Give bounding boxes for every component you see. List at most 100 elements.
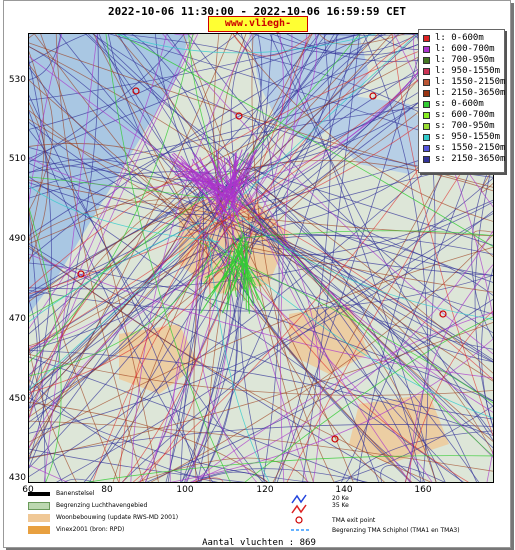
- site-label[interactable]: www.vliegh­inder.nl: [208, 16, 308, 43]
- time-range-title: 2022-10-06 11:30:00 - 2022-10-06 16:59:5…: [107, 5, 406, 18]
- flight-track: [29, 322, 493, 459]
- flight-track: [242, 34, 318, 211]
- flight-track: [29, 346, 77, 482]
- flight-track: [237, 230, 493, 239]
- flight-track: [185, 200, 232, 482]
- y-tick-510: 510: [8, 154, 26, 164]
- flight-track: [197, 232, 257, 482]
- flight-track: [29, 34, 88, 64]
- flight-track: [391, 34, 493, 437]
- flight-track: [29, 242, 213, 347]
- flight-track: [29, 253, 493, 379]
- flight-track: [246, 243, 250, 311]
- x-tick-60: 60: [22, 485, 34, 495]
- urban-area-4: [349, 394, 449, 464]
- flight-track: [29, 424, 493, 459]
- flight-track: [112, 34, 313, 482]
- flight-track: [29, 34, 463, 245]
- flight-track: [192, 477, 224, 482]
- flight-track: [199, 186, 239, 482]
- flight-track: [168, 155, 237, 203]
- flight-track: [174, 34, 198, 36]
- flight-track: [211, 239, 242, 308]
- flight-track: [29, 225, 208, 430]
- flight-track: [29, 208, 120, 482]
- flight-track: [216, 149, 258, 219]
- flight-track: [169, 197, 250, 482]
- flight-track: [236, 256, 386, 482]
- legend-swatch: [423, 68, 430, 75]
- tma-exit-point: [132, 87, 140, 95]
- flight-track: [98, 34, 229, 236]
- x-tick-120: 120: [256, 485, 274, 495]
- flight-track: [29, 378, 219, 482]
- legend-swatch: [423, 35, 430, 42]
- map-key: Banenstelsel Begrenzing Luchthavengebied…: [28, 487, 492, 537]
- flight-track: [118, 189, 239, 482]
- flight-track: [29, 176, 216, 200]
- flight-track: [212, 178, 236, 198]
- flight-track: [223, 182, 426, 482]
- legend-swatch: [423, 57, 430, 64]
- flight-track: [204, 34, 284, 237]
- flight-track: [231, 162, 252, 204]
- flight-track: [174, 174, 223, 187]
- flight-track: [180, 161, 242, 205]
- flight-track: [29, 206, 62, 482]
- legend-swatch: [423, 90, 430, 97]
- flight-track: [213, 34, 232, 236]
- flight-track: [230, 256, 254, 307]
- flight-track: [405, 310, 493, 482]
- flight-track: [206, 237, 422, 482]
- flight-track: [29, 243, 493, 420]
- tma-exit-icon: [295, 516, 303, 524]
- legend-swatch: [423, 156, 430, 163]
- flight-track: [56, 177, 493, 482]
- flight-track: [86, 455, 493, 482]
- flight-track: [235, 34, 293, 257]
- flight-track: [29, 197, 216, 241]
- flight-track: [29, 356, 365, 482]
- flight-track: [29, 34, 400, 396]
- flight-track: [29, 201, 493, 290]
- y-tick-530: 530: [8, 75, 26, 85]
- flight-track: [481, 267, 493, 429]
- flight-track: [139, 240, 211, 482]
- flight-track: [256, 34, 311, 179]
- flight-track: [226, 239, 241, 311]
- flight-track: [222, 249, 232, 280]
- flight-track: [29, 34, 466, 289]
- flight-track: [236, 234, 244, 276]
- flight-track: [92, 34, 493, 407]
- flight-track: [236, 196, 493, 457]
- altitude-legend: l: 0-600m l: 600-700m l: 700-950m l: 950…: [418, 29, 505, 173]
- flight-track: [29, 402, 269, 482]
- legend-swatch: [423, 145, 430, 152]
- flight-track: [244, 316, 493, 482]
- flight-track: [64, 478, 95, 482]
- y-tick-490: 490: [8, 234, 26, 244]
- flight-track: [29, 42, 493, 188]
- flight-track: [238, 234, 255, 304]
- flight-track: [236, 176, 478, 482]
- flight-track: [122, 231, 253, 482]
- flight-track: [29, 34, 167, 380]
- tma-exit-point: [235, 112, 243, 120]
- flight-track: [276, 34, 437, 482]
- flight-track: [232, 34, 313, 57]
- flight-track: [165, 190, 204, 482]
- tma-exit-point: [331, 435, 339, 443]
- flight-track: [302, 34, 360, 482]
- flight-track: [29, 34, 418, 391]
- flight-track: [209, 237, 493, 419]
- flight-track-map[interactable]: [28, 33, 494, 483]
- flight-track: [55, 34, 144, 482]
- flight-track: [204, 170, 227, 214]
- flight-track: [29, 222, 201, 323]
- flight-track: [225, 159, 249, 205]
- flight-track: [222, 252, 412, 482]
- flight-track: [92, 214, 239, 482]
- noise-contour-icon: [291, 494, 307, 514]
- flight-track: [137, 457, 309, 482]
- flight-track: [217, 253, 433, 482]
